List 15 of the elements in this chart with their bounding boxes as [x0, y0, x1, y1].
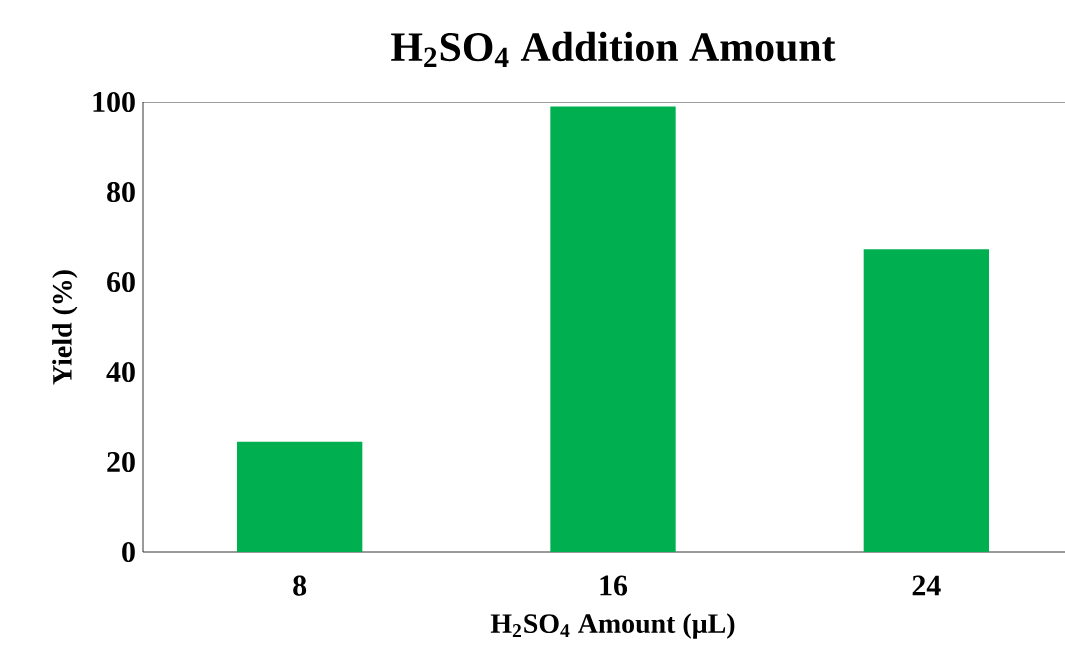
bar — [863, 249, 990, 552]
y-tick-label: 100 — [93, 91, 135, 113]
y-tick-label: 0 — [122, 541, 135, 563]
y-tick-label: 60 — [107, 271, 135, 293]
y-tick-label: 20 — [107, 451, 135, 473]
y-tick-label: 40 — [106, 361, 135, 383]
x-tick-label: 8 — [293, 575, 307, 596]
x-tick-label: 24 — [912, 575, 941, 596]
y-tick-label: 80 — [107, 181, 135, 203]
chart-title: H$_{2}$SO$_{4}$ Addition Amount — [391, 31, 836, 67]
x-tick-label: 16 — [600, 575, 628, 596]
bar — [550, 106, 676, 552]
y-axis-title: Yield (%) — [52, 270, 78, 385]
bar — [237, 441, 363, 552]
x-axis-title: H$_{2}$SO$_{4}$ Amount (µL) — [490, 613, 735, 639]
